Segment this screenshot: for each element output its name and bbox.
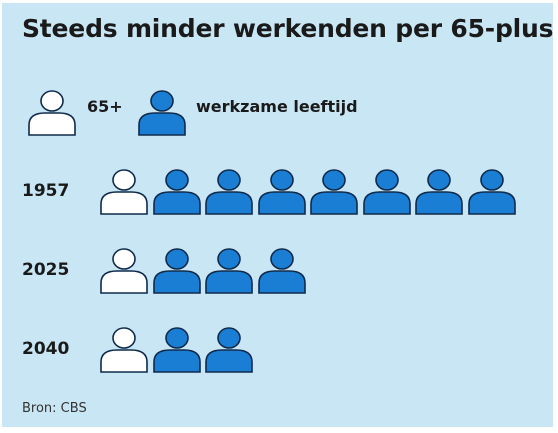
legend-senior-person-icon (27, 89, 77, 137)
worker-person-icon (467, 168, 517, 216)
worker-person-icon (204, 168, 254, 216)
worker-person-icon (257, 247, 307, 295)
worker-person-icon (414, 168, 464, 216)
legend-senior-label: 65+ (87, 97, 123, 116)
infographic-card: Steeds minder werkenden per 65-plusser 6… (2, 3, 553, 427)
year-label-row-2: 2025 (22, 260, 70, 280)
worker-person-icon (204, 247, 254, 295)
worker-person-icon (152, 247, 202, 295)
worker-person-icon (362, 168, 412, 216)
legend-worker-person-icon (137, 89, 187, 137)
worker-person-icon (309, 168, 359, 216)
senior-person-icon (99, 326, 149, 374)
source-note: Bron: CBS (22, 401, 87, 416)
senior-person-icon (99, 168, 149, 216)
worker-person-icon (257, 168, 307, 216)
page-title: Steeds minder werkenden per 65-plusser (22, 14, 553, 43)
senior-person-icon (99, 247, 149, 295)
year-label-row-1: 1957 (22, 181, 70, 201)
worker-person-icon (152, 168, 202, 216)
legend-worker-label: werkzame leeftijd (196, 97, 358, 116)
worker-person-icon (204, 326, 254, 374)
year-label-row-3: 2040 (22, 339, 70, 359)
worker-person-icon (152, 326, 202, 374)
